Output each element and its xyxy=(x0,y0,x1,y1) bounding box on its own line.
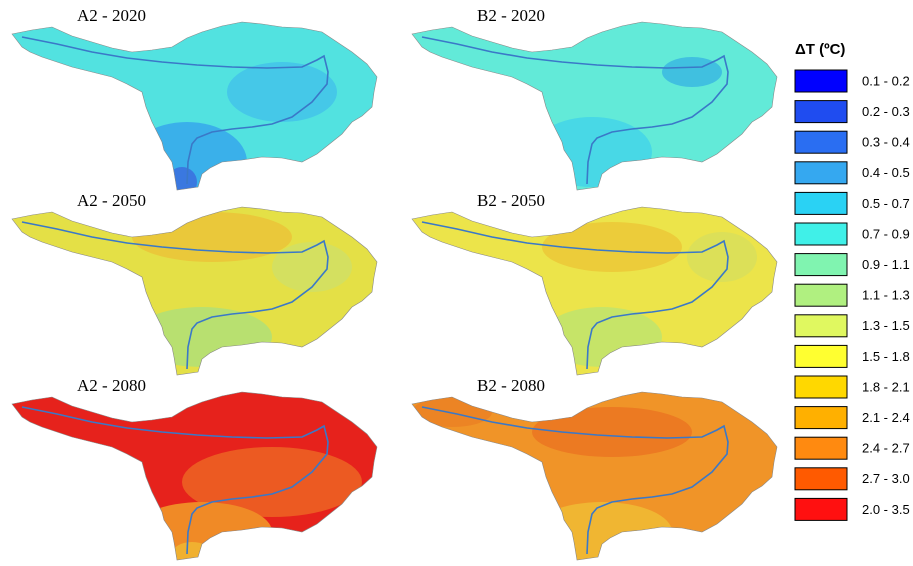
legend-swatch xyxy=(795,468,847,490)
legend-label: 0.7 - 0.9 xyxy=(862,226,910,241)
legend: ΔT (ºC) 0.1 - 0.2 0.2 - 0.3 0.3 - 0.4 0.4 -… xyxy=(795,41,910,520)
legend-swatch xyxy=(795,284,847,306)
legend-label: 0.3 - 0.4 xyxy=(862,135,910,150)
legend-label: 2.7 - 3.0 xyxy=(862,471,910,486)
figure-svg: A2 - 2020 B2 - 2020 A2 - 2050 B2 - 2050 xyxy=(0,0,913,566)
legend-label: 2.0 - 3.5 xyxy=(862,502,910,517)
figure: A2 - 2020 B2 - 2020 A2 - 2050 B2 - 2050 xyxy=(0,0,913,566)
legend-swatch xyxy=(795,131,847,153)
map-panel: A2 - 2080 xyxy=(12,376,377,566)
legend-swatch xyxy=(795,192,847,214)
legend-label: 0.4 - 0.5 xyxy=(862,165,910,180)
legend-label: 2.4 - 2.7 xyxy=(862,441,910,456)
panel-title: A2 - 2020 xyxy=(77,6,146,25)
panel-title: B2 - 2050 xyxy=(477,191,545,210)
legend-swatch xyxy=(795,223,847,245)
map-panel: B2 - 2080 xyxy=(412,376,777,562)
panel-title: B2 - 2020 xyxy=(477,6,545,25)
map-panel: B2 - 2020 xyxy=(412,6,777,190)
legend-label: 0.9 - 1.1 xyxy=(862,257,910,272)
legend-label: 0.5 - 0.7 xyxy=(862,196,910,211)
map-panel: B2 - 2050 xyxy=(412,191,777,375)
legend-swatch xyxy=(795,345,847,367)
map-panel: A2 - 2050 xyxy=(12,191,377,375)
legend-label: 1.5 - 1.8 xyxy=(862,349,910,364)
legend-swatch xyxy=(795,315,847,337)
panel-title: A2 - 2080 xyxy=(77,376,146,395)
map-panel: A2 - 2020 xyxy=(12,6,377,202)
legend-swatch xyxy=(795,498,847,520)
legend-label: 1.8 - 2.1 xyxy=(862,379,910,394)
panel-title: B2 - 2080 xyxy=(477,376,545,395)
panel-title: A2 - 2050 xyxy=(77,191,146,210)
legend-label: 2.1 - 2.4 xyxy=(862,410,910,425)
legend-label: 0.2 - 0.3 xyxy=(862,104,910,119)
legend-swatch xyxy=(795,437,847,459)
legend-label: 0.1 - 0.2 xyxy=(862,73,910,88)
legend-swatch xyxy=(795,162,847,184)
legend-swatch xyxy=(795,407,847,429)
legend-swatch xyxy=(795,376,847,398)
legend-label: 1.3 - 1.5 xyxy=(862,318,910,333)
legend-swatch xyxy=(795,70,847,92)
legend-title: ΔT (ºC) xyxy=(795,41,845,58)
legend-label: 1.1 - 1.3 xyxy=(862,288,910,303)
legend-swatch xyxy=(795,101,847,123)
legend-swatch xyxy=(795,254,847,276)
